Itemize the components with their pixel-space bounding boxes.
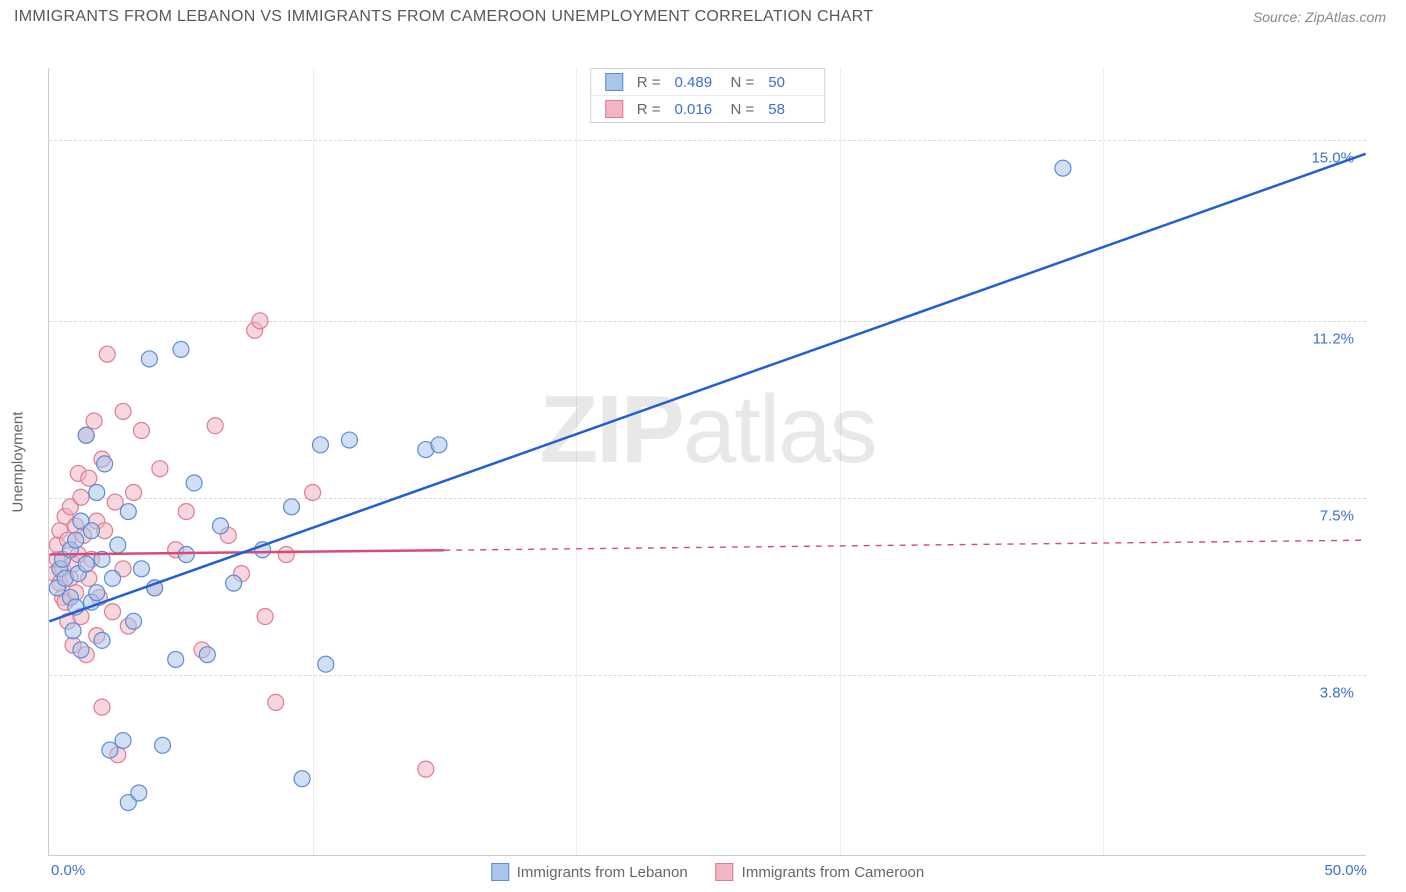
data-point (1055, 160, 1071, 176)
legend-swatch-cameroon (605, 100, 623, 118)
plot-svg (49, 68, 1366, 855)
data-point (68, 532, 84, 548)
data-point (105, 570, 121, 586)
data-point (278, 547, 294, 563)
data-point (133, 561, 149, 577)
data-point (89, 585, 105, 601)
n-value-cameroon: 58 (768, 101, 810, 118)
data-point (173, 341, 189, 357)
plot-area: R = 0.489 N = 50 R = 0.016 N = 58 ZIPatl… (48, 68, 1366, 856)
data-point (178, 547, 194, 563)
data-point (226, 575, 242, 591)
data-point (133, 423, 149, 439)
data-point (155, 737, 171, 753)
data-point (178, 504, 194, 520)
xtick-label: 0.0% (51, 862, 85, 879)
data-point (212, 518, 228, 534)
r-value-lebanon: 0.489 (675, 74, 717, 91)
trend-line-dashed (444, 540, 1365, 550)
data-point (83, 523, 99, 539)
xtick-label: 50.0% (1324, 862, 1367, 879)
data-point (73, 489, 89, 505)
data-point (94, 632, 110, 648)
data-point (284, 499, 300, 515)
n-label: N = (731, 74, 755, 91)
data-point (294, 771, 310, 787)
data-point (141, 351, 157, 367)
data-point (65, 623, 81, 639)
data-point (86, 413, 102, 429)
data-point (207, 418, 223, 434)
r-label: R = (637, 101, 661, 118)
legend-swatch-lebanon (605, 73, 623, 91)
data-point (78, 427, 94, 443)
data-point (126, 485, 142, 501)
data-point (313, 437, 329, 453)
data-point (99, 346, 115, 362)
data-point (115, 403, 131, 419)
data-point (73, 642, 89, 658)
legend-label-lebanon: Immigrants from Lebanon (517, 864, 688, 881)
data-point (94, 699, 110, 715)
source-attribution: Source: ZipAtlas.com (1253, 9, 1386, 25)
data-point (431, 437, 447, 453)
data-point (318, 656, 334, 672)
legend-series: Immigrants from Lebanon Immigrants from … (491, 863, 924, 881)
legend-stats-row-lebanon: R = 0.489 N = 50 (591, 69, 825, 95)
data-point (186, 475, 202, 491)
r-label: R = (637, 74, 661, 91)
legend-stats: R = 0.489 N = 50 R = 0.016 N = 58 (590, 68, 826, 123)
data-point (131, 785, 147, 801)
data-point (81, 470, 97, 486)
y-axis-label: Unemployment (10, 412, 27, 513)
data-point (89, 485, 105, 501)
data-point (115, 733, 131, 749)
data-point (305, 485, 321, 501)
trend-line (49, 154, 1365, 621)
data-point (105, 604, 121, 620)
legend-item-cameroon: Immigrants from Cameroon (716, 863, 925, 881)
data-point (341, 432, 357, 448)
chart-title: IMMIGRANTS FROM LEBANON VS IMMIGRANTS FR… (14, 8, 873, 26)
data-point (257, 609, 273, 625)
data-point (97, 456, 113, 472)
data-point (168, 651, 184, 667)
data-point (126, 613, 142, 629)
data-point (268, 694, 284, 710)
data-point (252, 313, 268, 329)
r-value-cameroon: 0.016 (675, 101, 717, 118)
data-point (120, 504, 136, 520)
n-value-lebanon: 50 (768, 74, 810, 91)
legend-label-cameroon: Immigrants from Cameroon (742, 864, 925, 881)
data-point (110, 537, 126, 553)
legend-swatch-cameroon-icon (716, 863, 734, 881)
legend-stats-row-cameroon: R = 0.016 N = 58 (591, 95, 825, 122)
chart-container: Unemployment R = 0.489 N = 50 R = 0.016 … (0, 32, 1406, 892)
legend-item-lebanon: Immigrants from Lebanon (491, 863, 688, 881)
legend-swatch-lebanon-icon (491, 863, 509, 881)
data-point (152, 461, 168, 477)
data-point (78, 556, 94, 572)
data-point (199, 647, 215, 663)
header: IMMIGRANTS FROM LEBANON VS IMMIGRANTS FR… (0, 0, 1406, 32)
data-point (418, 761, 434, 777)
n-label: N = (731, 101, 755, 118)
